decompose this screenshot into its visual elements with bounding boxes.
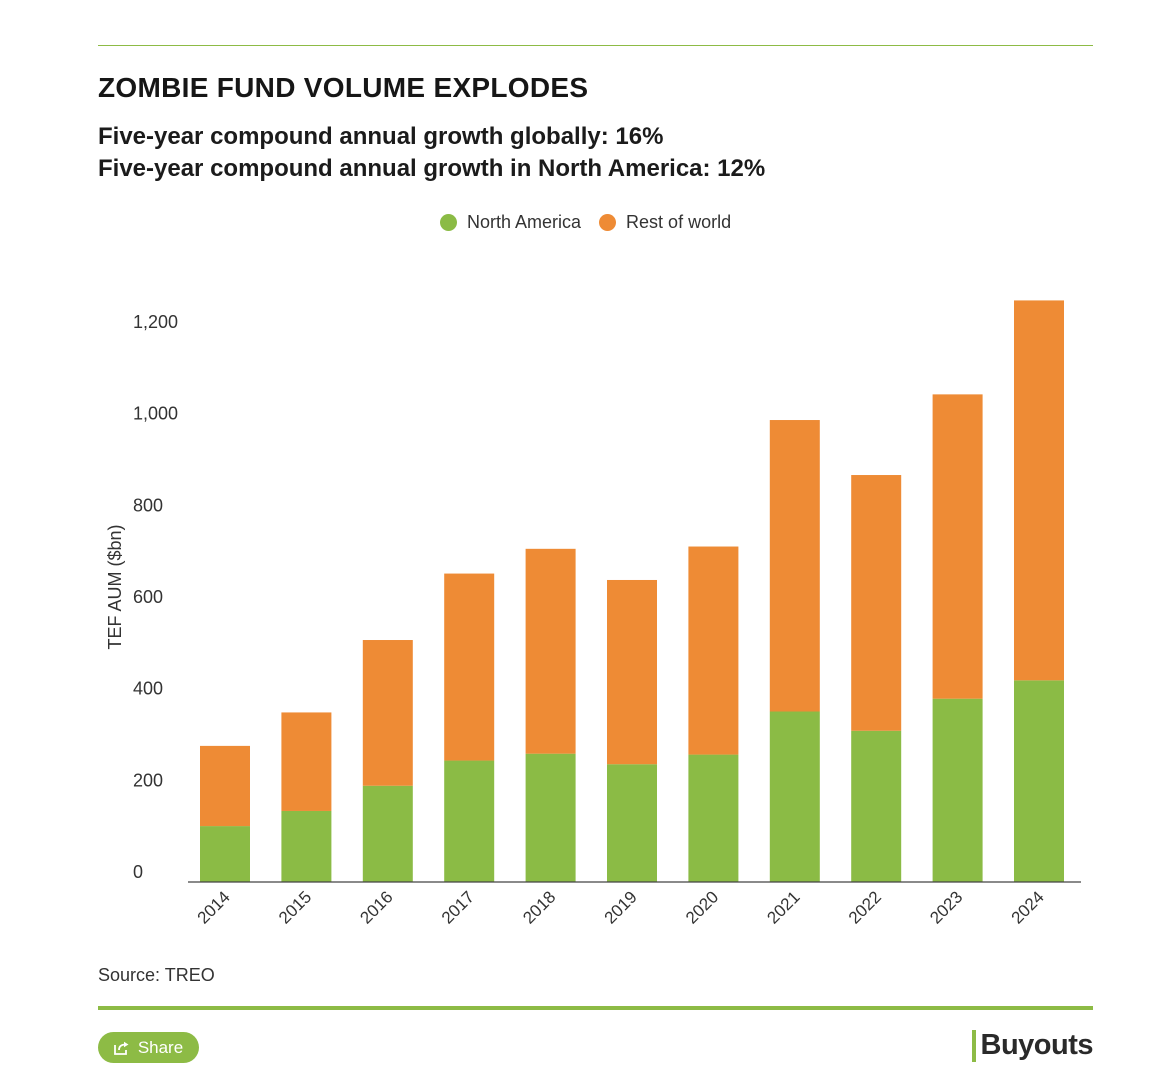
y-tick-label: 200 [133,770,163,790]
bar-rest-of-world [688,546,739,755]
y-tick-label: 800 [133,495,163,515]
y-tick-label: 400 [133,679,163,699]
y-tick-label: 0 [133,862,143,882]
x-tick-label: 2019 [601,887,641,927]
bar-north-america [362,785,413,882]
bar-north-america [444,760,495,882]
bar-north-america [688,754,739,882]
legend-swatch-north-america [440,214,457,231]
y-tick-label: 1,000 [133,404,178,424]
bar-rest-of-world [1014,300,1064,681]
bar-rest-of-world [525,548,576,754]
bar-rest-of-world [607,579,657,765]
x-tick-label: 2016 [356,887,396,927]
bar-north-america [769,711,820,882]
top-divider [98,45,1093,46]
legend-label-rest-of-world: Rest of world [626,212,732,232]
share-button[interactable]: Share [98,1032,199,1063]
y-axis-label: TEF AUM ($bn) [105,524,125,649]
x-tick-label: 2018 [519,887,559,927]
bar-rest-of-world [932,394,983,699]
stacked-bar-chart: 0 200 400 600 800 1,000 1,200 TEF AUM ($bn) 2014… [105,300,1081,928]
y-tick-label: 600 [133,587,163,607]
x-tick-label: 2023 [926,887,966,927]
bar-rest-of-world [444,573,495,761]
legend-swatch-rest-of-world [599,214,617,231]
bottom-divider [98,1006,1093,1010]
bar-north-america [281,810,332,882]
legend-item-rest-of-world: Rest of world [599,212,731,233]
brand-logo: Buyouts [971,1029,1094,1062]
legend-label-north-america: North America [467,212,582,232]
x-tick-label: 2015 [275,887,315,927]
subtitle-north-america-growth: Five-year compound annual growth in Nort… [98,155,766,182]
bar-rest-of-world [281,712,332,811]
legend-item-north-america: North America [440,212,581,233]
bar-north-america [200,826,250,882]
bar-rest-of-world [362,640,413,786]
bar-north-america [932,698,983,882]
chart-title: ZOMBIE FUND VOLUME EXPLODES [98,72,589,103]
chart-legend: North America Rest of world [440,212,749,233]
bar-north-america [607,764,657,882]
y-tick-label: 1,200 [133,312,178,332]
x-tick-label: 2020 [682,887,722,927]
bar-north-america [1014,680,1064,882]
share-icon [113,1041,129,1055]
x-tick-label: 2017 [438,887,478,927]
x-tick-label: 2021 [763,887,803,927]
x-tick-label: 2022 [845,887,885,927]
brand-name: Buyouts [980,1029,1094,1061]
bar-rest-of-world [200,745,250,827]
bar-north-america [525,753,576,882]
brand-mark [971,1029,976,1062]
bar-rest-of-world [851,475,902,731]
bar-north-america [851,730,902,882]
x-tick-label: 2014 [194,887,234,927]
x-tick-label: 2024 [1008,887,1048,927]
subtitle-global-growth: Five-year compound annual growth globall… [98,123,664,150]
bar-rest-of-world [769,420,820,712]
source-note: Source: TREO [98,965,215,985]
share-label: Share [137,1037,184,1057]
